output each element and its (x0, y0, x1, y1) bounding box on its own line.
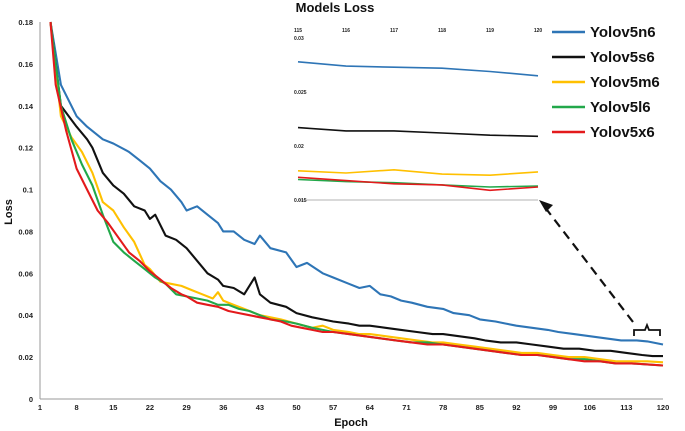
inset-series-line-yolov5m6 (297, 168, 539, 177)
inset-chart: 115 116 117 118 119 120 0.03 0.025 0.02 0.015 (294, 24, 542, 204)
y-tick-label: 0.14 (18, 102, 33, 111)
inset-title: Models Loss (296, 0, 375, 15)
inset-background (298, 24, 538, 200)
x-tick-label: 57 (329, 403, 337, 412)
y-tick-label: 0.16 (18, 60, 33, 69)
inset-series-line-yolov5s6 (297, 126, 539, 138)
x-tick-label: 29 (182, 403, 190, 412)
inset-x-tick-label: 115 (294, 28, 302, 34)
x-tick-label: 85 (476, 403, 484, 412)
y-tick-label: 0.1 (23, 186, 33, 195)
series-line-yolov5n6 (49, 21, 664, 346)
x-tick-label: 36 (219, 403, 227, 412)
x-tick-label: 50 (292, 403, 300, 412)
inset-y-tick-label: 0.025 (294, 90, 307, 96)
zoom-annotation (539, 200, 661, 336)
inset-series-line-yolov5x6 (297, 176, 539, 192)
x-tick-label: 99 (549, 403, 557, 412)
zoom-arrow-line (543, 205, 634, 323)
inset-series-line-yolov5n6 (297, 61, 539, 77)
inset-x-tick-label: 119 (486, 28, 494, 34)
y-tick-label: 0.18 (18, 18, 33, 27)
x-tick-label: 71 (402, 403, 410, 412)
x-axis-label: Epoch (334, 417, 368, 429)
x-tick-label: 120 (657, 403, 670, 412)
x-tick-label: 106 (583, 403, 596, 412)
inset-x-tick-label: 117 (390, 28, 398, 34)
legend: Yolov5n6 Yolov5s6 Yolov5m6 Yolov5l6 Yolov5x6 (552, 24, 660, 141)
legend-label: Yolov5x6 (590, 124, 655, 141)
x-tick-label: 92 (512, 403, 520, 412)
series-line-yolov5s6 (49, 21, 663, 358)
legend-label: Yolov5l6 (590, 99, 651, 116)
y-tick-label: 0.02 (18, 353, 33, 362)
inset-y-tick-label: 0.02 (294, 144, 304, 150)
y-tick-label: 0.12 (18, 144, 33, 153)
main-series (49, 21, 664, 367)
inset-x-tick-label: 118 (438, 28, 446, 34)
inset-x-tick-label: 116 (342, 28, 350, 34)
main-ticks: 1 8 15 22 29 36 43 50 57 64 71 78 85 92 99 106 113 120 0 0.… (18, 18, 669, 412)
inset-x-tick-label: 120 (534, 28, 543, 34)
y-tick-label: 0.06 (18, 269, 33, 278)
legend-label: Yolov5s6 (590, 49, 655, 66)
y-tick-label: 0.08 (18, 227, 33, 236)
legend-label: Yolov5m6 (590, 74, 660, 91)
zoom-bracket (633, 322, 661, 336)
y-tick-label: 0.04 (18, 311, 33, 320)
y-tick-label: 0 (29, 395, 33, 404)
legend-label: Yolov5n6 (590, 24, 656, 41)
series-line-yolov5x6 (49, 21, 664, 367)
main-axes (39, 22, 663, 400)
x-tick-label: 64 (366, 403, 375, 412)
x-tick-label: 22 (146, 403, 154, 412)
x-tick-label: 78 (439, 403, 447, 412)
inset-y-tick-label: 0.015 (294, 198, 307, 204)
x-tick-label: 15 (109, 403, 117, 412)
zoom-arrow-head (539, 200, 553, 212)
inset-y-tick-label: 0.03 (294, 36, 304, 42)
y-axis-label: Loss (3, 199, 15, 225)
x-tick-label: 1 (38, 403, 42, 412)
x-tick-label: 43 (256, 403, 264, 412)
x-tick-label: 113 (620, 403, 632, 412)
x-tick-label: 8 (75, 403, 79, 412)
